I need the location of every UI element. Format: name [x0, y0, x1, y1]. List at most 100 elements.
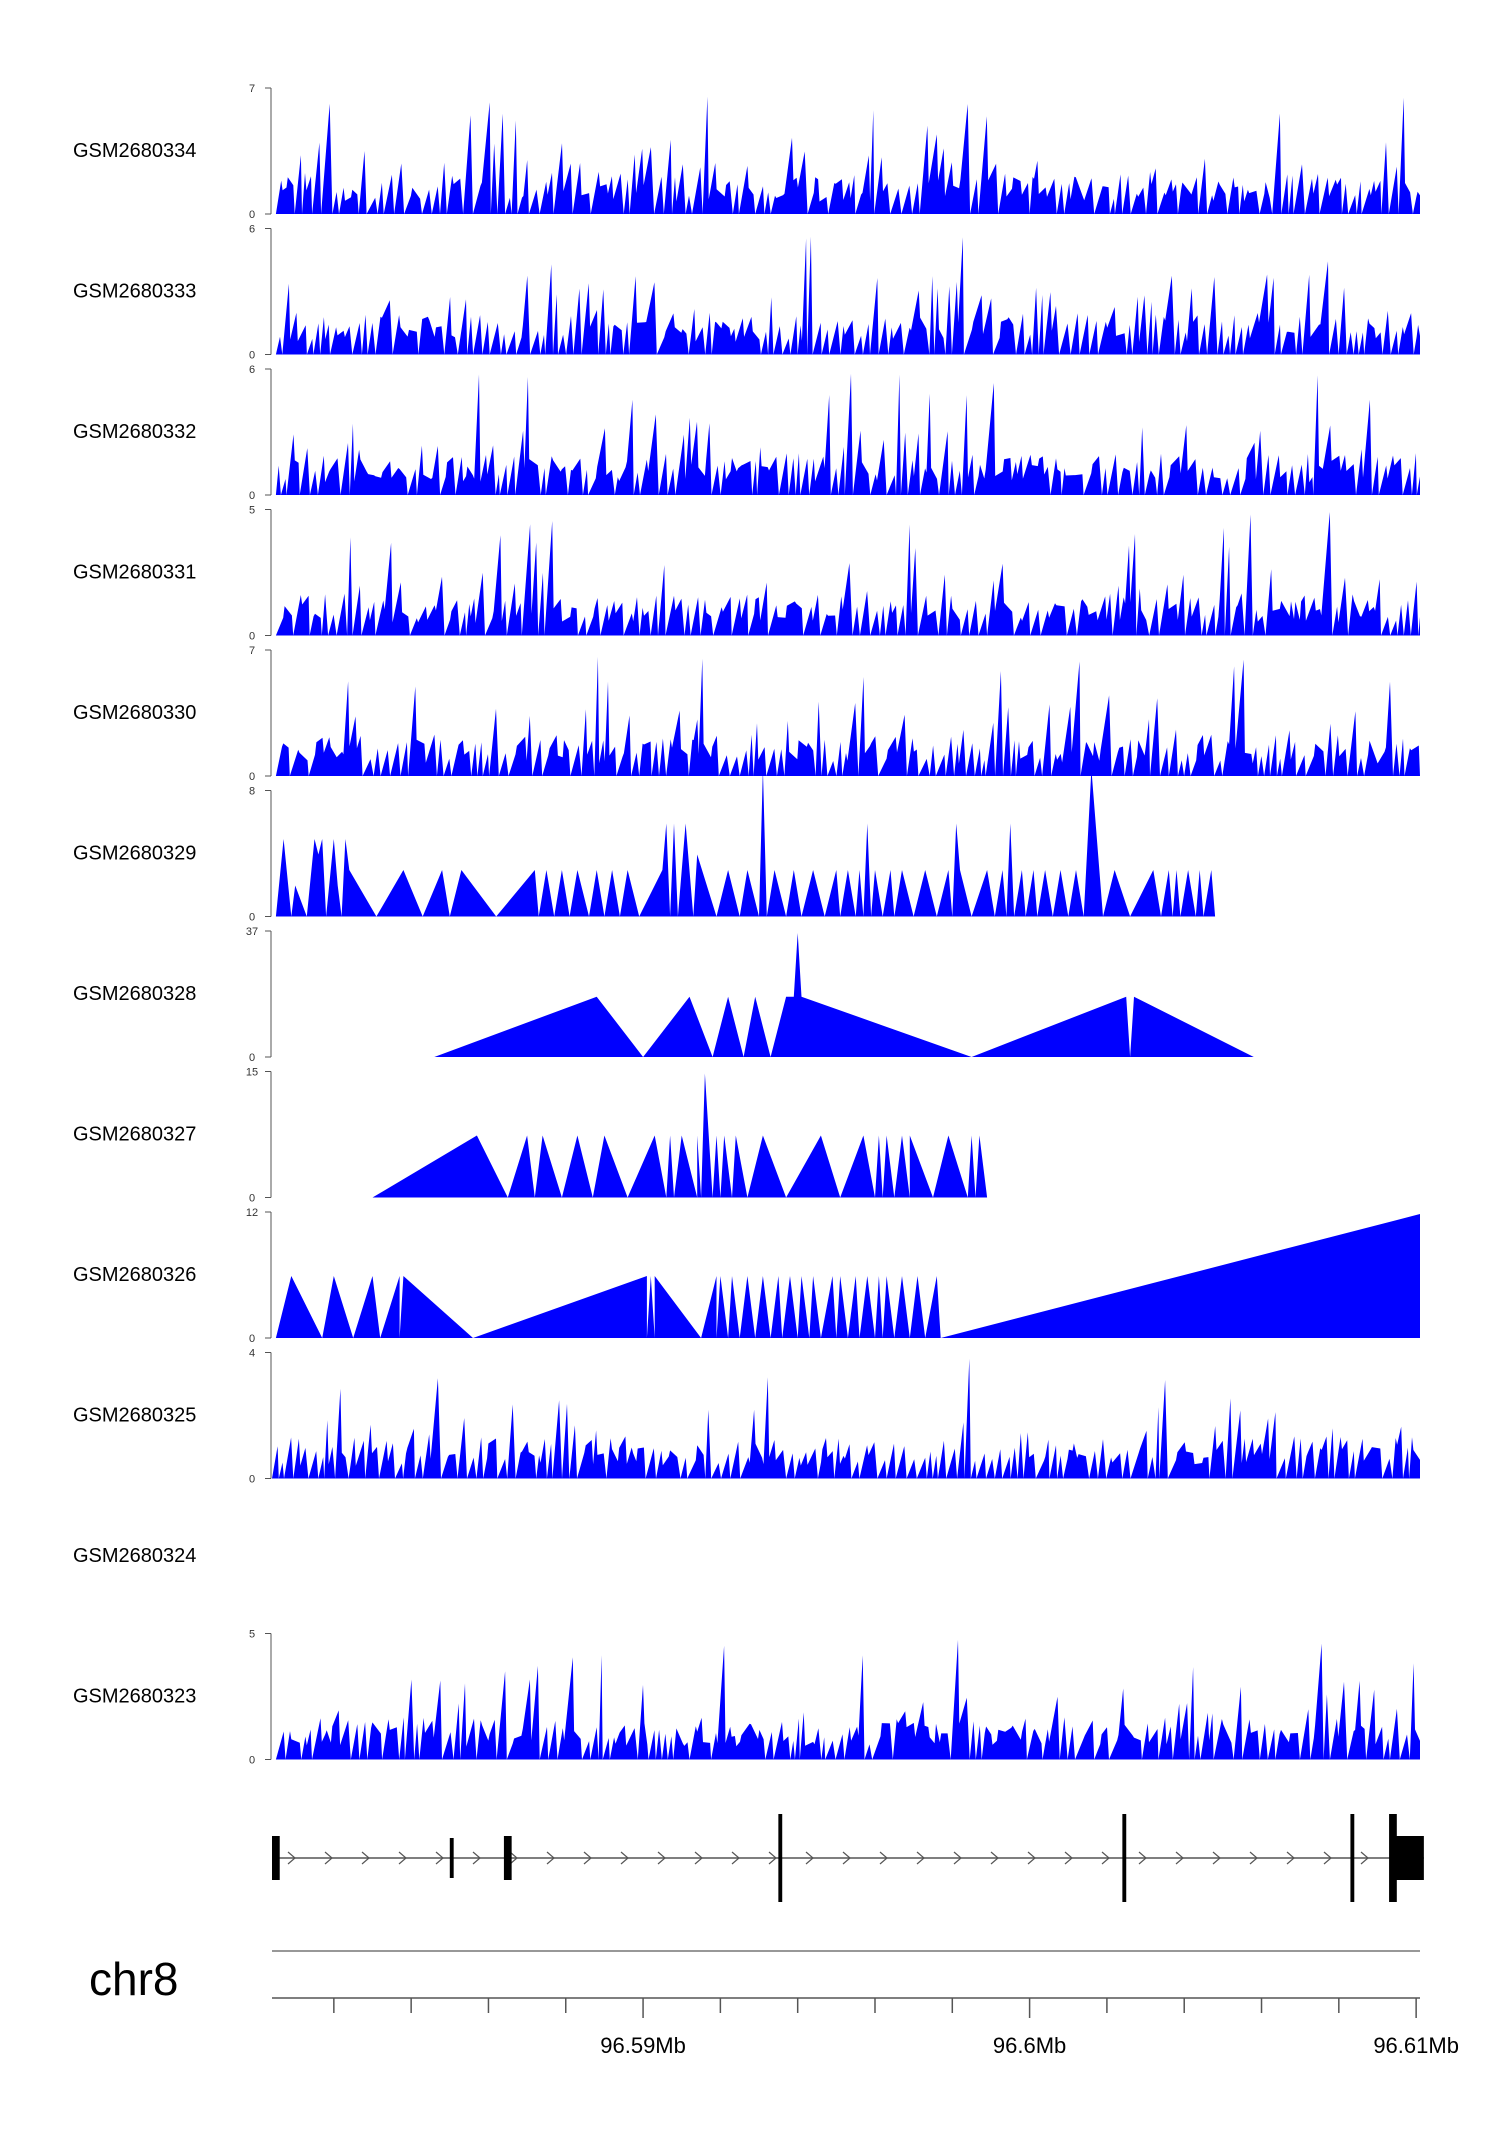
track-GSM2680328: GSM2680328 37 0 — [73, 926, 1254, 1064]
y-tick-label-min: 0 — [249, 490, 255, 502]
y-tick-label-max: 12 — [246, 1207, 258, 1219]
strand-arrow — [990, 1851, 999, 1865]
y-tick-label-min: 0 — [249, 1333, 255, 1345]
strand-arrow — [546, 1851, 555, 1865]
track-GSM2680327: GSM2680327 15 0 — [73, 1067, 988, 1205]
track-GSM2680330: GSM2680330 7 0 — [73, 645, 1420, 783]
track-GSM2680323: GSM2680323 5 0 — [73, 1629, 1420, 1767]
track-label: GSM2680330 — [73, 702, 196, 724]
track-label: GSM2680329 — [73, 843, 196, 865]
gene-model-track — [272, 1814, 1424, 1902]
strand-arrow — [509, 1851, 518, 1865]
coverage-area — [275, 769, 1216, 917]
track-GSM2680326: GSM2680326 12 0 — [73, 1207, 1420, 1345]
coverage-area — [275, 1214, 1420, 1338]
coverage-area — [275, 96, 1420, 214]
y-tick-label-max: 5 — [249, 1629, 255, 1641]
strand-arrow — [1249, 1851, 1258, 1865]
axis-major-tick-label: 96.61Mb — [1373, 2033, 1459, 2058]
strand-arrow — [694, 1851, 703, 1865]
track-label: GSM2680328 — [73, 983, 196, 1005]
strand-arrow — [361, 1851, 370, 1865]
strand-arrow — [916, 1851, 925, 1865]
strand-arrow — [620, 1851, 629, 1865]
genome-axis-track: chr8 96.59Mb 96.6Mb 96.61Mb — [89, 1950, 1459, 2058]
exon — [1350, 1814, 1355, 1902]
strand-arrow — [1064, 1851, 1073, 1865]
track-GSM2680329: GSM2680329 8 0 — [73, 769, 1216, 924]
track-label: GSM2680327 — [73, 1124, 196, 1146]
y-tick-label-min: 0 — [249, 771, 255, 783]
y-tick-label-max: 7 — [249, 645, 255, 657]
track-label: GSM2680326 — [73, 1264, 196, 1286]
y-tick-label-min: 0 — [249, 209, 255, 221]
strand-arrow — [1212, 1851, 1221, 1865]
strand-arrow — [805, 1851, 814, 1865]
track-label: GSM2680334 — [73, 140, 196, 162]
coverage-area — [275, 1639, 1420, 1760]
strand-arrow — [657, 1851, 666, 1865]
coverage-area — [372, 1073, 988, 1198]
exon — [1392, 1836, 1424, 1880]
strand-arrow — [1360, 1851, 1369, 1865]
exon — [778, 1814, 783, 1902]
y-tick-label-max: 6 — [249, 224, 255, 236]
y-tick-label-max: 8 — [249, 786, 255, 798]
strand-arrow — [1323, 1851, 1332, 1865]
coverage-area — [275, 512, 1420, 636]
track-label: GSM2680323 — [73, 1686, 196, 1708]
y-tick-label-min: 0 — [249, 1052, 255, 1064]
track-GSM2680333: GSM2680333 6 0 — [73, 224, 1420, 362]
strand-arrow — [583, 1851, 592, 1865]
track-GSM2680331: GSM2680331 5 0 — [73, 505, 1420, 643]
strand-arrow — [768, 1851, 777, 1865]
track-GSM2680324: GSM2680324 — [73, 1545, 196, 1567]
coverage-tracks: GSM268033470GSM268033360GSM268033260GSM2… — [73, 83, 1420, 1767]
strand-arrow — [1138, 1851, 1147, 1865]
y-tick-label-min: 0 — [249, 350, 255, 362]
track-label: GSM2680331 — [73, 562, 196, 584]
coverage-area — [434, 933, 1254, 1057]
axis-major-tick-label: 96.6Mb — [993, 2033, 1066, 2058]
strand-arrow — [472, 1851, 481, 1865]
strand-arrow — [731, 1851, 740, 1865]
exon — [503, 1836, 512, 1880]
coverage-area — [272, 1358, 1420, 1479]
strand-arrow — [953, 1851, 962, 1865]
y-tick-label-max: 5 — [249, 505, 255, 517]
y-tick-label-min: 0 — [249, 1755, 255, 1767]
exon — [272, 1836, 280, 1880]
strand-arrow — [1286, 1851, 1295, 1865]
y-tick-label-max: 7 — [249, 83, 255, 95]
exon — [1389, 1814, 1397, 1902]
track-label: GSM2680324 — [73, 1545, 196, 1567]
y-tick-label-max: 15 — [246, 1067, 258, 1079]
strand-arrow — [1175, 1851, 1184, 1865]
track-label: GSM2680333 — [73, 281, 196, 303]
track-label: GSM2680332 — [73, 421, 196, 443]
strand-arrow — [879, 1851, 888, 1865]
y-tick-label-min: 0 — [249, 912, 255, 924]
y-tick-label-max: 37 — [246, 926, 258, 938]
coverage-area — [275, 373, 1420, 495]
y-tick-label-max: 6 — [249, 364, 255, 376]
track-GSM2680325: GSM2680325 4 0 — [73, 1348, 1420, 1486]
exon — [1122, 1814, 1127, 1902]
y-tick-label-min: 0 — [249, 1193, 255, 1205]
y-tick-label-min: 0 — [249, 631, 255, 643]
track-label: GSM2680325 — [73, 1405, 196, 1427]
chromosome-label: chr8 — [89, 1953, 178, 2005]
track-GSM2680332: GSM2680332 6 0 — [73, 364, 1420, 502]
strand-arrow — [1027, 1851, 1036, 1865]
y-tick-label-max: 4 — [249, 1348, 255, 1360]
coverage-area — [275, 236, 1420, 355]
strand-arrow — [398, 1851, 407, 1865]
strand-arrow — [324, 1851, 333, 1865]
strand-arrow — [287, 1851, 296, 1865]
exon — [449, 1838, 454, 1878]
axis-major-tick-label: 96.59Mb — [600, 2033, 686, 2058]
y-tick-label-min: 0 — [249, 1474, 255, 1486]
strand-arrow — [842, 1851, 851, 1865]
track-GSM2680334: GSM2680334 7 0 — [73, 83, 1420, 221]
